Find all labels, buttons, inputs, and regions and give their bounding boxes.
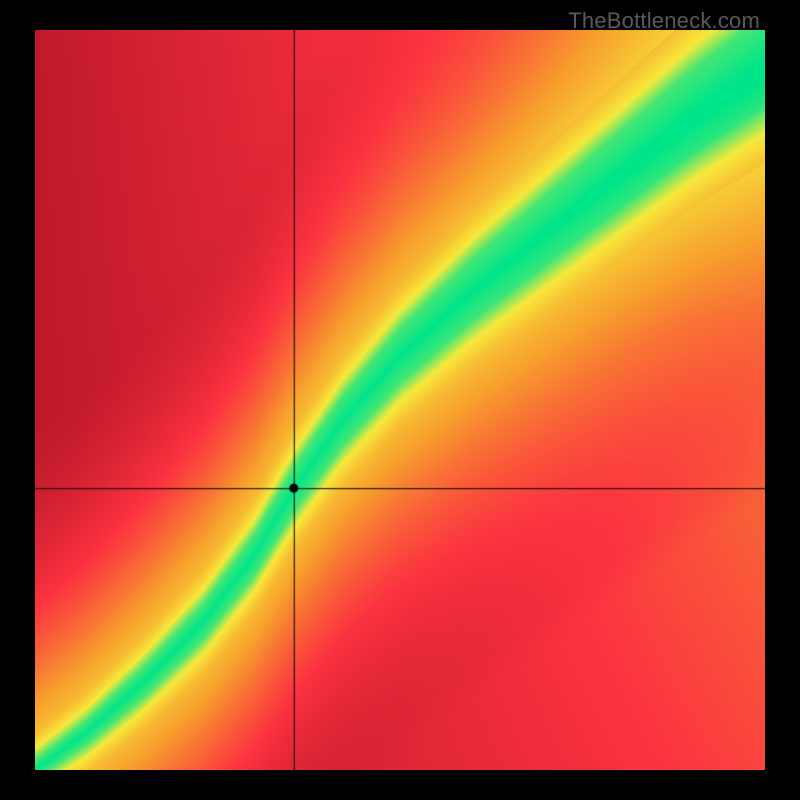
heatmap-plot — [35, 30, 765, 770]
heatmap-canvas — [35, 30, 765, 770]
watermark-text: TheBottleneck.com — [568, 8, 760, 34]
